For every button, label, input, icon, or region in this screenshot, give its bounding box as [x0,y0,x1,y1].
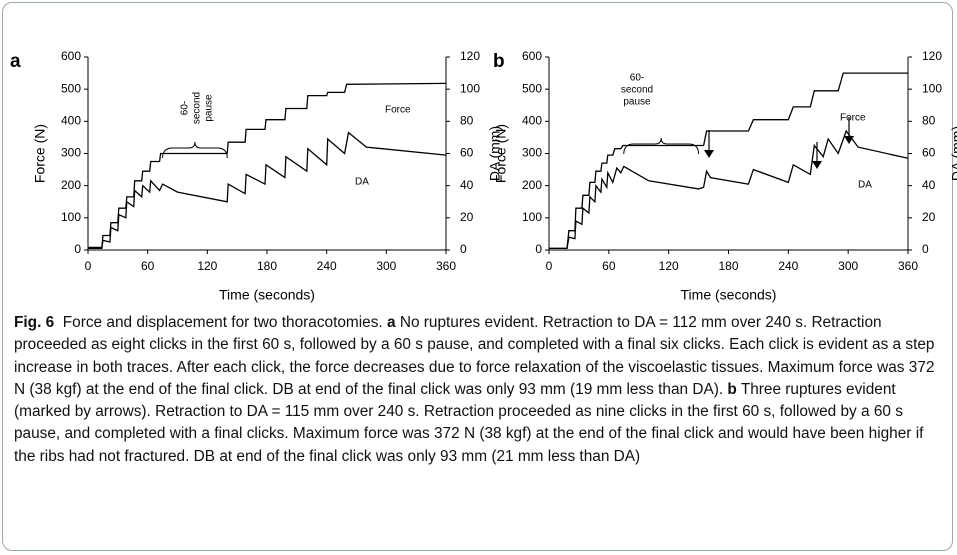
x-tick-label: 0 [546,259,553,273]
y-tick-label: 300 [61,146,81,160]
y-tick-label: 0 [535,242,542,256]
x-tick-label: 180 [718,259,738,273]
figure-caption: Fig. 6 Force and displacement for two th… [14,312,944,468]
series-label: Force [385,105,411,116]
y-tick-label: 100 [61,210,81,224]
y-tick-label: 200 [522,178,542,192]
y2-tick-label: 20 [460,210,474,224]
x-tick-label: 0 [85,259,92,273]
y2-tick-label: 0 [460,242,467,256]
arrowheads [704,136,854,169]
x-axis-label: Time (seconds) [219,287,315,303]
y-tick-label: 400 [522,114,542,128]
y2-tick-label: 100 [460,81,480,95]
pause-annotation: pause [623,97,651,108]
x-tick-label: 60 [141,259,155,273]
y2-tick-label: 60 [460,146,474,160]
pause-brace [623,137,700,155]
y-tick-label: 600 [522,49,542,63]
pause-annotation: pause [204,94,215,122]
x-tick-label: 360 [436,259,456,273]
panel-label: b [493,51,505,72]
pause-annotation: 60- [630,73,644,84]
x-tick-label: 240 [317,259,337,273]
caption-part-text: No ruptures evident. Retraction to DA = … [14,314,935,398]
y2-axis-label: DA (mm) [487,126,503,181]
arrowhead [812,161,822,169]
series-line [88,131,447,250]
caption-part-label: b [727,380,737,398]
y2-tick-label: 60 [922,146,936,160]
y-tick-label: 500 [522,81,542,95]
y-tick-label: 0 [74,242,81,256]
caption-label: Fig. 6 [14,314,55,331]
x-tick-label: 120 [197,259,217,273]
y-tick-label: 200 [61,178,81,192]
y2-tick-label: 80 [922,114,936,128]
y-axis-label: Force (N) [32,124,48,183]
series-line [549,72,908,250]
x-tick-label: 300 [376,259,396,273]
series-label: DA [858,180,872,191]
y-tick-label: 600 [61,49,81,63]
y-tick-label: 300 [522,146,542,160]
y-tick-label: 400 [61,114,81,128]
y2-axis-label: DA (mm) [949,126,957,181]
arrowhead [704,150,714,158]
caption-part-label: a [386,314,396,331]
y2-tick-label: 40 [922,178,936,192]
y2-tick-label: 120 [460,49,480,63]
panel-label: a [10,51,21,72]
y-axis-label: Force (N) [493,124,509,183]
y2-tick-label: 20 [922,210,936,224]
y2-tick-label: 100 [922,81,942,95]
y-tick-label: 500 [61,81,81,95]
y2-tick-label: 120 [922,49,942,63]
x-axis-label: Time (seconds) [681,287,777,303]
x-tick-label: 120 [659,259,679,273]
caption-title: Force and displacement for two thoracoto… [62,314,383,331]
x-tick-label: 60 [602,259,616,273]
x-tick-label: 300 [838,259,858,273]
x-tick-label: 360 [898,259,918,273]
series-line [549,129,909,250]
y2-tick-label: 0 [922,242,929,256]
series-label: Force [840,113,866,124]
y2-tick-label: 40 [460,178,474,192]
x-tick-label: 180 [257,259,277,273]
y-tick-label: 100 [522,210,542,224]
series-label: DA [355,177,369,188]
pause-brace [162,141,228,159]
pause-annotation: second [192,92,203,124]
y2-tick-label: 80 [460,114,474,128]
pause-annotation: 60- [180,101,191,115]
pause-annotation: second [621,85,653,96]
x-tick-label: 240 [778,259,798,273]
caption-part-text: Three ruptures evident (marked by arrows… [14,380,924,465]
